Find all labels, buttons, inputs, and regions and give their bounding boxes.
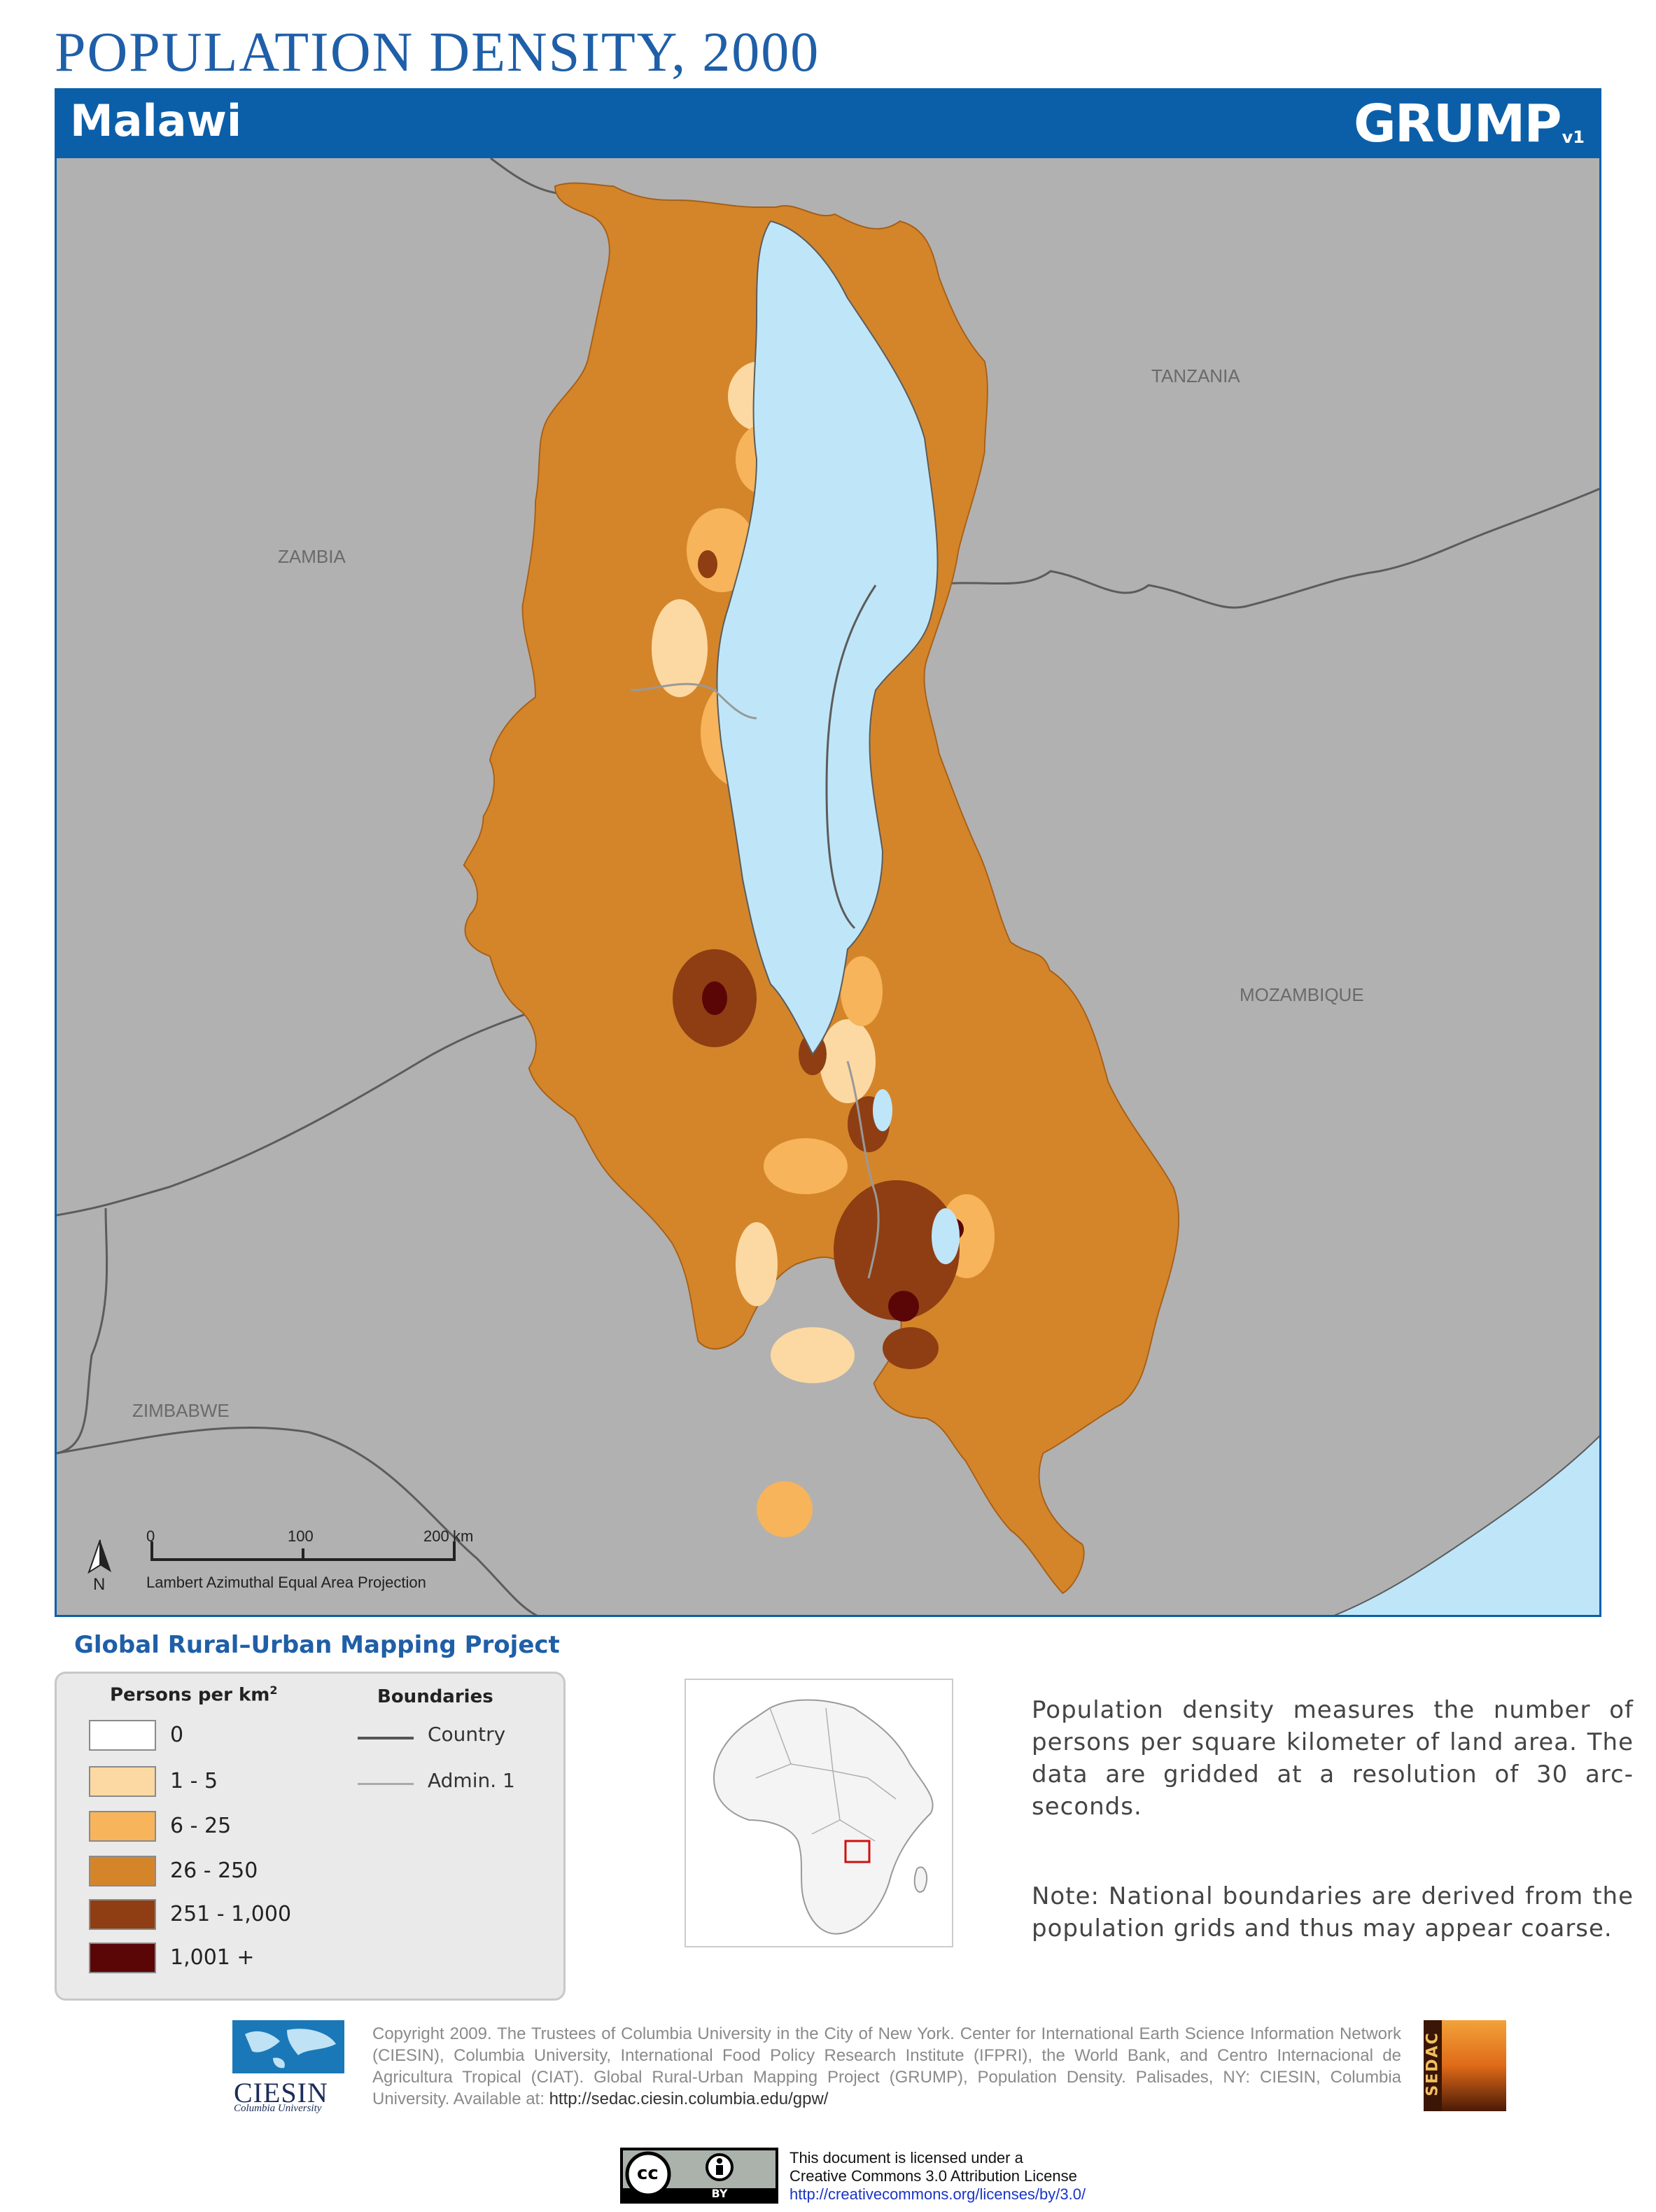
label-tanzania: TANZANIA — [1151, 365, 1240, 386]
grump-logo-text: GRUMP — [1353, 94, 1562, 154]
scale-unit: km — [453, 1527, 474, 1545]
map-title: POPULATION DENSITY, 2000 — [55, 22, 820, 83]
boundary-note: Note: National boundaries are derived fr… — [1032, 1882, 1634, 1942]
africa-locator-map — [685, 1679, 953, 1947]
admin-boundaries — [630, 682, 880, 1279]
legend-swatch-6-25 — [89, 1811, 156, 1842]
label-zimbabwe: ZIMBABWE — [132, 1400, 230, 1421]
africa-outline — [713, 1699, 934, 1935]
country-banner: Malawi GRUMPv1 — [55, 88, 1601, 158]
ciesin-subtitle: Columbia University — [234, 2103, 322, 2114]
country-name: Malawi — [70, 95, 242, 146]
license-line-1: This document is licensed under a — [790, 2149, 1023, 2166]
license-line-2: Creative Commons 3.0 Attribution License — [790, 2167, 1077, 2185]
legend-label-0: 0 — [170, 1723, 184, 1747]
cc-by-label: BY — [711, 2187, 728, 2200]
ciesin-name: CIESIN — [234, 2077, 328, 2108]
scale-tick-100: 100 — [288, 1527, 314, 1545]
cc-badge-graphic — [620, 2148, 778, 2204]
density-heading-sup: 2 — [269, 1684, 278, 1697]
legend-label-6-25: 6 - 25 — [170, 1814, 232, 1838]
ciesin-logo-graphic — [232, 2020, 344, 2073]
cc-mark: cc — [637, 2163, 659, 2184]
label-mozambique: MOZAMBIQUE — [1240, 984, 1364, 1005]
project-title: Global Rural–Urban Mapping Project — [74, 1631, 560, 1659]
creative-commons-badge[interactable]: cc BY — [620, 2148, 778, 2204]
population-density-map: TANZANIA ZAMBIA MOZAMBIQUE ZIMBABWE N 0 … — [55, 158, 1601, 1617]
legend-swatch-0 — [89, 1720, 156, 1751]
lake-malawi — [716, 220, 939, 1056]
sedac-name: SEDAC — [1424, 2031, 1442, 2096]
legend-label-1001-plus: 1,001 + — [170, 1945, 255, 1970]
license-link[interactable]: http://creativecommons.org/licenses/by/3… — [790, 2185, 1086, 2203]
label-zambia: ZAMBIA — [278, 546, 346, 567]
country-boundary-line — [358, 1737, 414, 1740]
scale-bar: N 0 100 200 km Lambert Azimuthal Equal A… — [80, 1527, 474, 1604]
scale-tick-200: 200 — [423, 1527, 449, 1545]
malawi-locator-box — [844, 1840, 871, 1863]
description-text: Population density measures the number o… — [1032, 1696, 1634, 1821]
density-heading-text: Persons per km — [110, 1684, 270, 1706]
lake-malombe — [873, 1089, 892, 1131]
legend-label-251-1000: 251 - 1,000 — [170, 1902, 292, 1926]
admin-boundary-line — [358, 1783, 414, 1785]
boundaries-legend-heading: Boundaries — [377, 1686, 493, 1707]
lake-chilwa — [932, 1208, 960, 1264]
north-arrow-icon — [87, 1539, 101, 1574]
scale-tick-0: 0 — [146, 1527, 155, 1545]
density-legend-heading: Persons per km2 — [110, 1684, 278, 1706]
copyright-text: Copyright 2009. The Trustees of Columbia… — [372, 2024, 1401, 2108]
legend-label-26-250: 26 - 250 — [170, 1858, 258, 1883]
sedac-logo: SEDAC — [1424, 2020, 1506, 2111]
legend-swatch-26-250 — [89, 1856, 156, 1886]
legend-swatch-1001-plus — [89, 1942, 156, 1973]
legend-swatch-1-5 — [89, 1766, 156, 1797]
grump-logo-version: v1 — [1562, 127, 1585, 147]
north-label: N — [93, 1575, 106, 1594]
projection-label: Lambert Azimuthal Equal Area Projection — [146, 1574, 426, 1591]
ocean-water — [1333, 1435, 1599, 1615]
ciesin-logo: CIESIN Columbia University — [231, 2020, 357, 2114]
copyright-url[interactable]: http://sedac.ciesin.columbia.edu/gpw/ — [549, 2090, 829, 2108]
sedac-logo-graphic — [1424, 2020, 1506, 2111]
legend-label-1-5: 1 - 5 — [170, 1769, 218, 1793]
country-boundary-label: Country — [428, 1723, 506, 1746]
map-canvas — [57, 158, 1599, 1615]
legend: Persons per km2 Boundaries 0 1 - 5 6 - 2… — [55, 1672, 566, 2001]
copyright-notice: Copyright 2009. The Trustees of Columbia… — [372, 2023, 1401, 2110]
legend-swatch-251-1000 — [89, 1899, 156, 1930]
lake-boundary — [825, 584, 877, 930]
cc-icon — [625, 2151, 671, 2197]
grump-logo: GRUMPv1 — [1354, 94, 1585, 154]
admin-boundary-label: Admin. 1 — [428, 1769, 515, 1792]
scale-bar-graphic — [87, 1539, 456, 1574]
